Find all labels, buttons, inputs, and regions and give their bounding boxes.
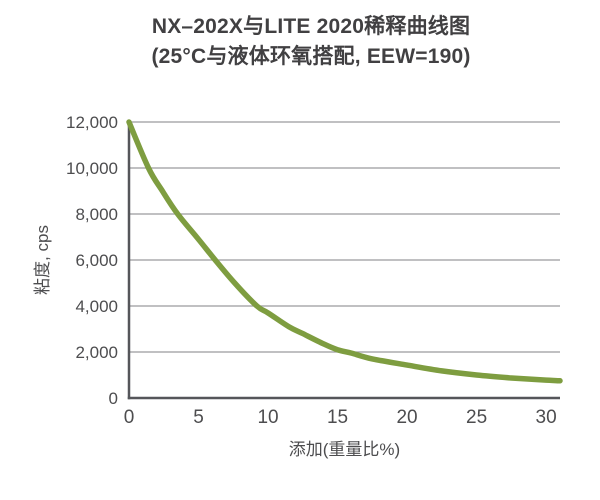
chart-title-line2: (25°C与液体环氧搭配, EEW=190) [151, 45, 471, 68]
y-tick-label: 10,000 [66, 159, 118, 178]
y-tick-label: 0 [109, 389, 118, 408]
x-tick-label: 30 [536, 407, 557, 428]
y-tick-labels: 0 2,000 4,000 6,000 8,000 10,000 12,000 [66, 113, 118, 408]
chart-title-line1: NX–202X与LITE 2020稀释曲线图 [151, 15, 471, 38]
y-tick-label: 6,000 [75, 251, 118, 270]
chart-title: NX–202X与LITE 2020稀释曲线图 (25°C与液体环氧搭配, EEW… [11, 12, 600, 72]
axis-titles: 粘度, cps 添加(重量比%) [33, 225, 400, 459]
y-tick-label: 8,000 [75, 205, 118, 224]
x-axis-title: 添加(重量比%) [289, 440, 400, 459]
curve-path [126, 119, 563, 384]
x-tick-label: 10 [257, 407, 278, 428]
y-tick-label: 4,000 [75, 297, 118, 316]
x-tick-label: 25 [466, 407, 487, 428]
y-tick-label: 2,000 [75, 343, 118, 362]
x-tick-labels: 0 5 10 15 20 25 30 [124, 407, 557, 428]
y-tick-label: 12,000 [66, 113, 118, 132]
x-tick-label: 0 [124, 407, 135, 428]
x-tick-label: 15 [327, 407, 348, 428]
viscosity-curve [126, 119, 563, 384]
x-tick-label: 20 [396, 407, 417, 428]
x-tick-label: 5 [193, 407, 204, 428]
y-axis-title: 粘度, cps [33, 225, 52, 295]
axes [127, 121, 560, 400]
